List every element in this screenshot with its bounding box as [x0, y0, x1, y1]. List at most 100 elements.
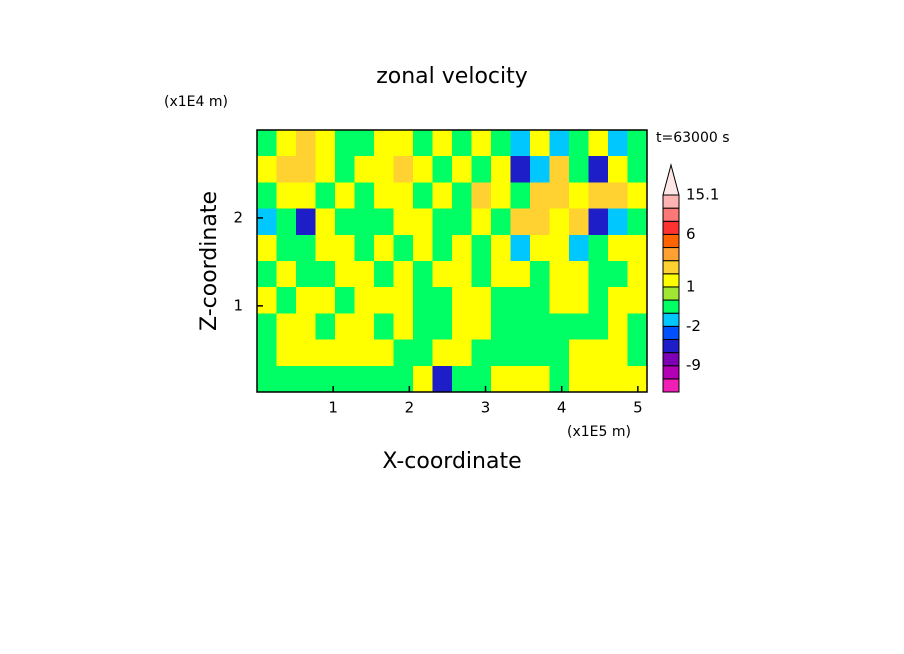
- field-cell: [452, 182, 473, 210]
- field-cell: [335, 339, 356, 367]
- field-cell: [276, 365, 297, 393]
- field-cell: [413, 313, 434, 341]
- field-cell: [335, 234, 356, 262]
- x-tick-label: 3: [481, 399, 491, 417]
- field-cell: [627, 313, 648, 341]
- field-cell: [432, 156, 453, 183]
- colorbar-box: [662, 194, 680, 209]
- field-cell: [354, 261, 375, 288]
- x-tick-label: 4: [557, 399, 567, 417]
- field-cell: [471, 130, 492, 157]
- field-cell: [452, 287, 473, 314]
- field-cell: [354, 365, 375, 393]
- field-cell: [569, 365, 590, 393]
- field-cell: [432, 234, 453, 262]
- field-cell: [608, 261, 629, 288]
- colorbar-box: [662, 378, 680, 393]
- field-cell: [510, 130, 531, 157]
- field-cell: [549, 261, 570, 288]
- field-cell: [471, 365, 492, 393]
- field-cell: [452, 339, 473, 367]
- field-cell: [452, 313, 473, 341]
- field-cell: [432, 261, 453, 288]
- field-cell: [491, 339, 512, 367]
- field-cell: [432, 313, 453, 341]
- field-cell: [432, 339, 453, 367]
- field-cell: [257, 287, 278, 314]
- field-cell: [530, 261, 551, 288]
- field-cell: [296, 313, 317, 341]
- colorbar-label: -2: [686, 317, 701, 335]
- field-cell: [393, 130, 414, 157]
- field-cell: [471, 287, 492, 314]
- field-cell: [315, 313, 336, 341]
- field-cell: [432, 208, 453, 236]
- field-cell: [354, 313, 375, 341]
- field-cell: [374, 261, 395, 288]
- field-cell: [627, 339, 648, 367]
- field-cell: [354, 339, 375, 367]
- field-cell: [549, 339, 570, 367]
- field-cell: [530, 339, 551, 367]
- field-cell: [530, 287, 551, 314]
- field-cell: [276, 182, 297, 210]
- field-cell: [510, 156, 531, 183]
- field-cell: [413, 365, 434, 393]
- field-cell: [257, 261, 278, 288]
- field-cell: [491, 365, 512, 393]
- field-cell: [374, 182, 395, 210]
- field-cell: [335, 156, 356, 183]
- field-cell: [452, 234, 473, 262]
- field-cell: [276, 261, 297, 288]
- field-cell: [432, 365, 453, 393]
- colorbar-arrow: [662, 163, 680, 196]
- field-cell: [510, 287, 531, 314]
- field-cell: [335, 287, 356, 314]
- field-cell: [374, 365, 395, 393]
- field-cell: [549, 365, 570, 393]
- field-cell: [471, 313, 492, 341]
- colorbar-box: [662, 220, 680, 235]
- field-cell: [452, 208, 473, 236]
- field-cell: [452, 130, 473, 157]
- colorbar-box: [662, 247, 680, 262]
- field-cell: [315, 287, 336, 314]
- field-cell: [354, 182, 375, 210]
- field-cell: [588, 339, 609, 367]
- field-cell: [569, 339, 590, 367]
- field-cell: [627, 208, 648, 236]
- field-cell: [510, 208, 531, 236]
- field-cell: [432, 130, 453, 157]
- field-cell: [627, 261, 648, 288]
- field-cell: [432, 182, 453, 210]
- field-cell: [413, 208, 434, 236]
- field-cell: [393, 339, 414, 367]
- y-unit: (x1E4 m): [164, 94, 228, 110]
- field-cell: [393, 261, 414, 288]
- field-cell: [549, 234, 570, 262]
- field-cell: [393, 287, 414, 314]
- field-cell: [569, 313, 590, 341]
- field-cell: [588, 287, 609, 314]
- x-tick-label: 2: [405, 399, 415, 417]
- field-cell: [296, 287, 317, 314]
- y-tick-label: 2: [233, 208, 243, 226]
- field-cell: [296, 365, 317, 393]
- x-tick-label: 1: [328, 399, 338, 417]
- field-cell: [257, 208, 278, 236]
- field-cell: [354, 156, 375, 183]
- field-cell: [608, 156, 629, 183]
- time-label: t=63000 s: [656, 130, 730, 146]
- field-cell: [491, 234, 512, 262]
- field-cell: [491, 130, 512, 157]
- field-cell: [335, 130, 356, 157]
- field-cell: [471, 156, 492, 183]
- field-cell: [491, 208, 512, 236]
- field-cell: [354, 287, 375, 314]
- field-cell: [569, 261, 590, 288]
- field-cell: [452, 365, 473, 393]
- field-cell: [530, 130, 551, 157]
- field-cell: [530, 234, 551, 262]
- field-cell: [354, 234, 375, 262]
- field-cell: [627, 234, 648, 262]
